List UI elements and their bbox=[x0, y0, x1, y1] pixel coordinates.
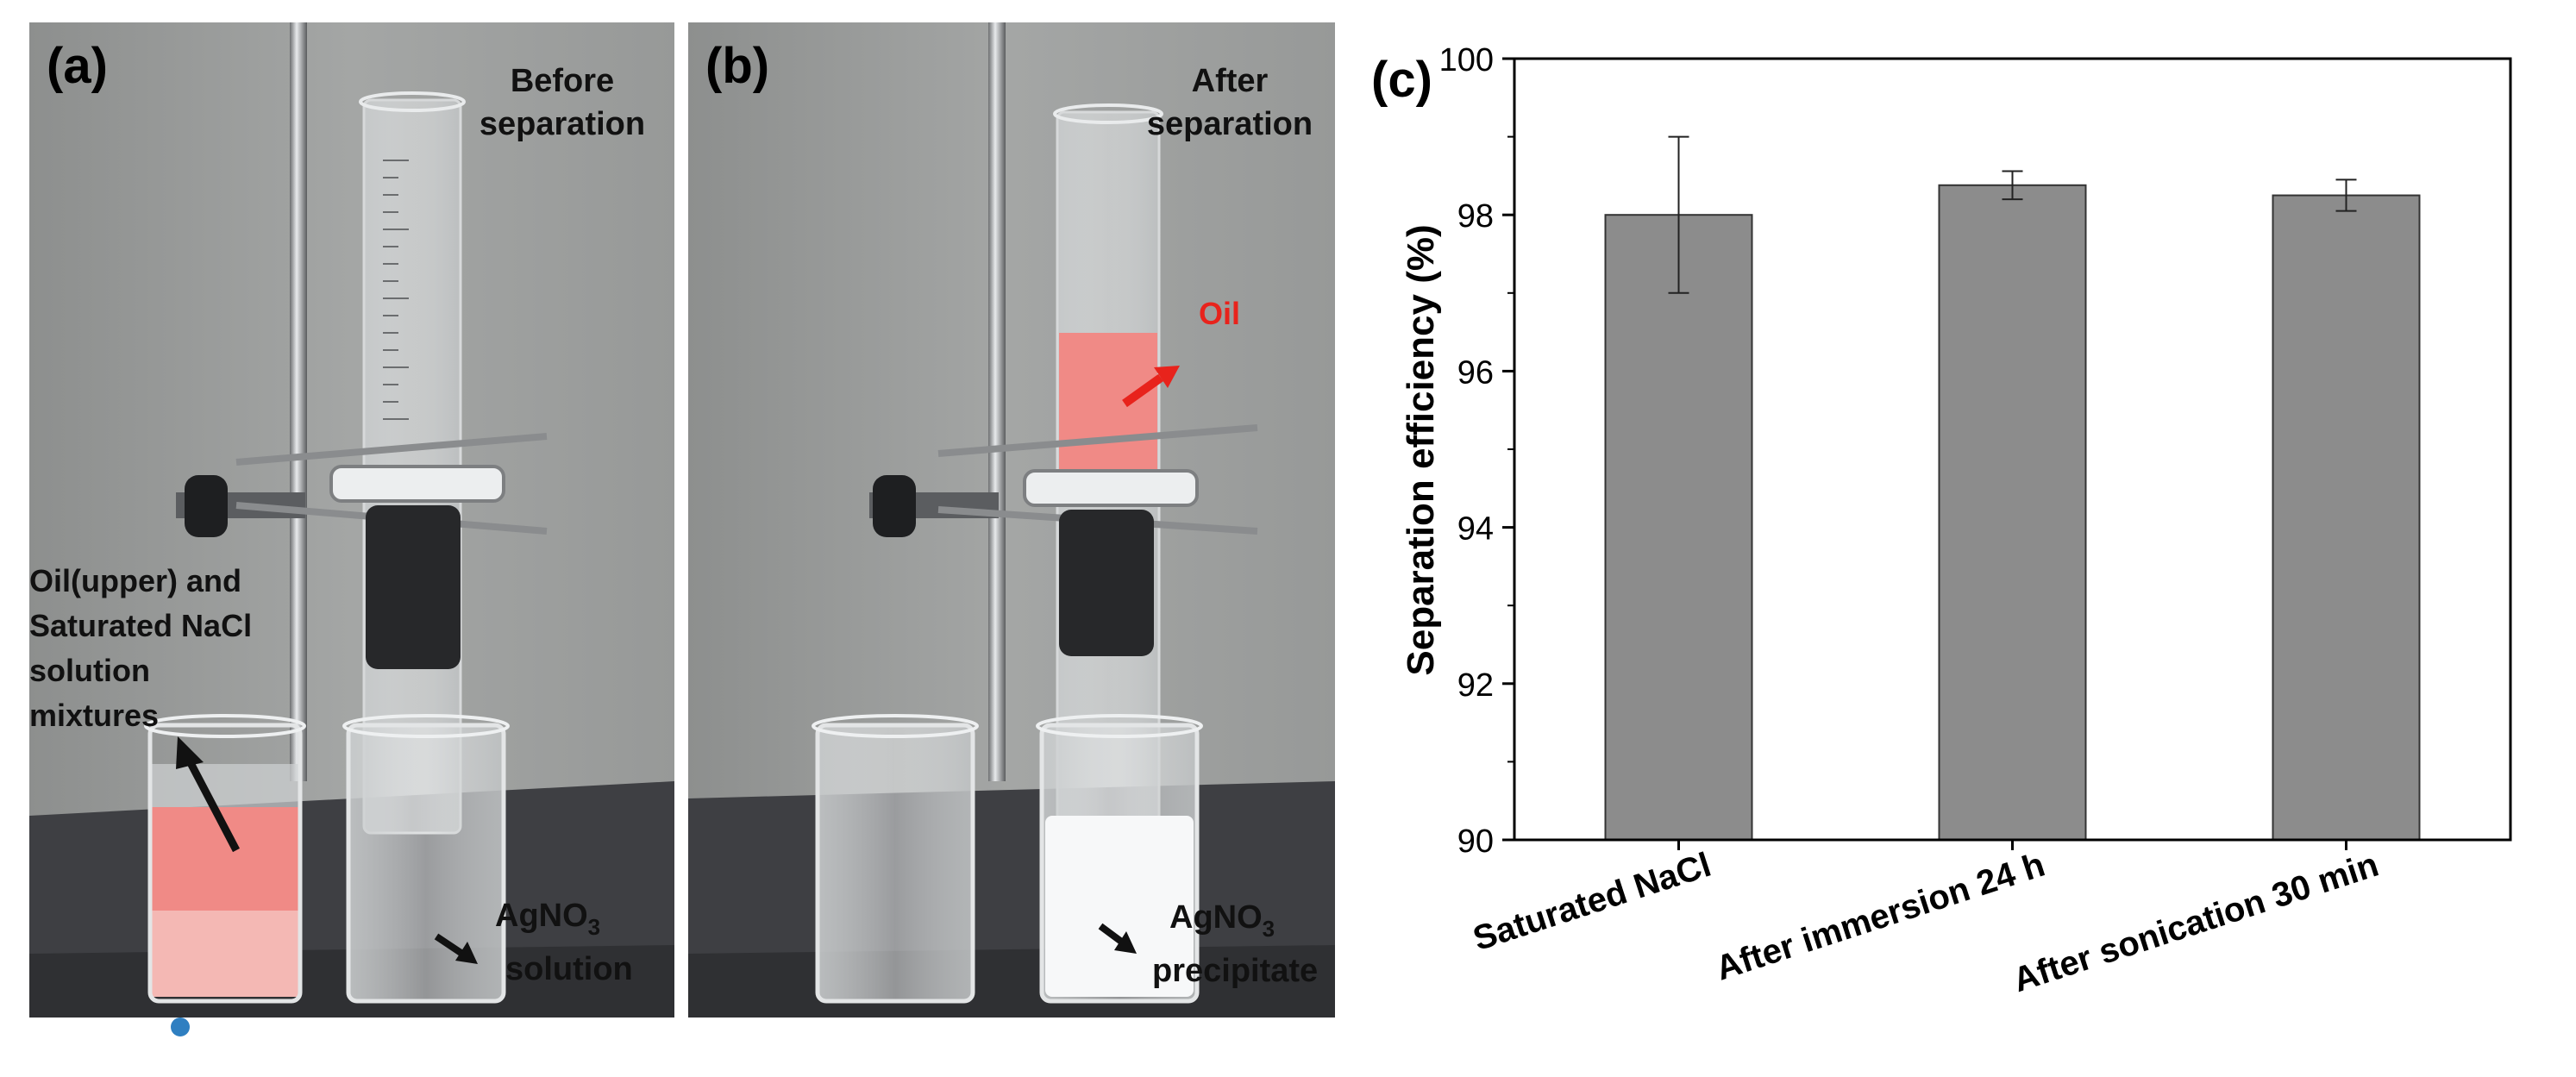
stand-rod bbox=[988, 22, 1006, 781]
before-separation-line1: Before bbox=[511, 63, 614, 99]
oil-label: Oil bbox=[1199, 296, 1240, 331]
empty-beaker bbox=[812, 714, 979, 1004]
y-tick-label: 96 bbox=[1457, 354, 1494, 391]
y-tick-label: 90 bbox=[1457, 823, 1494, 860]
mixture-caption-line3: solution bbox=[29, 653, 150, 688]
after-separation-line2: separation bbox=[1147, 106, 1313, 142]
graduated-cylinder bbox=[359, 91, 466, 835]
agno3-arrowhead-a bbox=[455, 942, 478, 964]
x-tick-label: After sonication 30 min bbox=[2009, 846, 2383, 1000]
panel-b-photo: (b) After separation Oil AgNO3 precipita… bbox=[688, 22, 1335, 1018]
bar bbox=[1938, 184, 2087, 842]
y-tick-label: 94 bbox=[1457, 511, 1494, 548]
mixture-caption-line2: Saturated NaCl bbox=[29, 608, 252, 643]
agno3-beaker bbox=[342, 714, 510, 1004]
agno3-solution-line1: AgNO3 bbox=[495, 898, 600, 940]
agno3-solution-line2: solution bbox=[505, 951, 633, 987]
precipitate-beaker bbox=[1036, 714, 1203, 1004]
agno3-arrow-b bbox=[1098, 923, 1126, 947]
agno3-arrowhead-b bbox=[1114, 931, 1137, 954]
mixture-caption-line1: Oil(upper) and bbox=[29, 563, 241, 598]
panel-c-chart: (c) Separation efficiency (%) 90 92 94 96 98… bbox=[1345, 0, 2576, 1073]
y-axis-label: Separation efficiency (%) bbox=[1400, 224, 1442, 675]
agno3-arrow-a bbox=[434, 933, 467, 959]
marker-dot bbox=[171, 1018, 190, 1036]
stand-rod bbox=[290, 22, 307, 781]
oil-arrow bbox=[1122, 373, 1163, 408]
oil-arrowhead bbox=[1154, 366, 1180, 388]
after-separation-line1: After bbox=[1192, 63, 1269, 99]
agno3-precipitate-line2: precipitate bbox=[1152, 953, 1318, 989]
panel-b-label: (b) bbox=[705, 38, 769, 94]
clamp bbox=[176, 433, 548, 669]
panel-c-label: (c) bbox=[1371, 52, 1432, 108]
agno3-precipitate-line1: AgNO3 bbox=[1169, 899, 1275, 942]
plot-frame bbox=[1513, 57, 2512, 842]
clamp bbox=[869, 424, 1258, 656]
mixture-caption-line4: mixtures bbox=[29, 698, 159, 733]
before-separation-line2: separation bbox=[479, 106, 645, 142]
x-tick-label: Saturated NaCl bbox=[1469, 846, 1715, 958]
mixture-arrow bbox=[185, 757, 240, 853]
mixture-beaker bbox=[144, 714, 306, 1004]
y-tick-label: 92 bbox=[1457, 667, 1494, 704]
panel-a-label: (a) bbox=[47, 38, 108, 94]
bar bbox=[2272, 194, 2421, 842]
x-tick-label: After immersion 24 h bbox=[1711, 846, 2049, 988]
y-tick-label: 100 bbox=[1439, 42, 1494, 78]
y-tick-label: 98 bbox=[1457, 198, 1494, 235]
panel-a-photo: (a) Before separation Oil(upper) and Sat… bbox=[29, 22, 674, 1018]
bar bbox=[1604, 214, 1753, 841]
chart-svg: (c) Separation efficiency (%) 90 92 94 96 98… bbox=[1371, 42, 2512, 1000]
mixture-arrowhead bbox=[176, 736, 204, 769]
